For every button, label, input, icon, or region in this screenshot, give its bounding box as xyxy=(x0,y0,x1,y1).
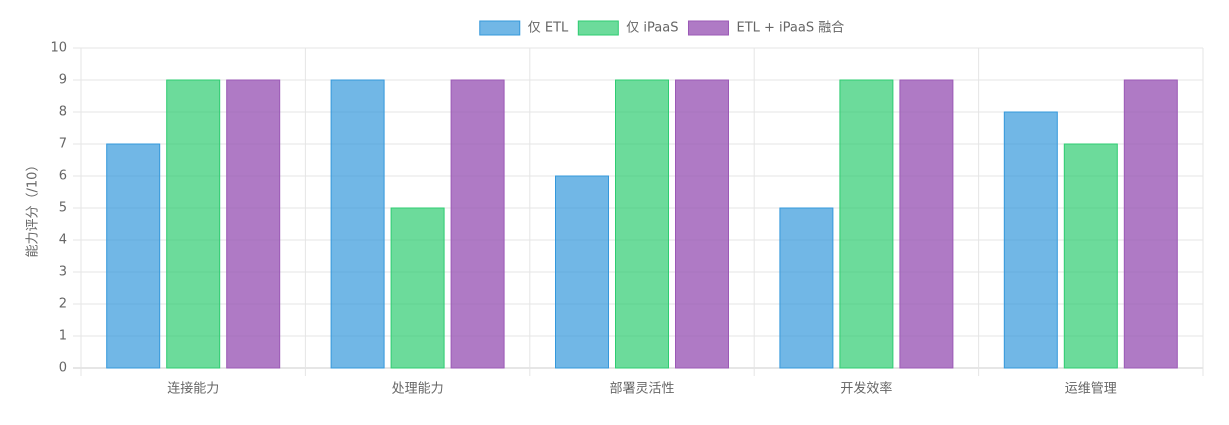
bar xyxy=(899,79,954,369)
bar xyxy=(450,79,505,369)
bar xyxy=(779,207,834,369)
bar xyxy=(1123,79,1178,369)
bar xyxy=(675,79,729,369)
x-tick-label: 运维管理 xyxy=(1065,382,1117,397)
y-tick-label: 4 xyxy=(59,233,67,248)
bar xyxy=(1003,111,1058,369)
legend-swatch xyxy=(479,20,521,36)
y-tick-label: 7 xyxy=(59,137,67,152)
bar xyxy=(555,175,609,369)
y-tick-label: 10 xyxy=(50,41,67,56)
bar xyxy=(615,79,669,369)
bar xyxy=(226,79,281,369)
bar xyxy=(166,79,221,369)
x-tick-label: 部署灵活性 xyxy=(609,382,674,397)
y-tick-label: 9 xyxy=(59,73,67,88)
legend-label: 仅 iPaaS xyxy=(626,21,678,36)
y-tick-label: 1 xyxy=(59,329,67,344)
legend-swatch xyxy=(687,20,729,36)
y-axis-title: 能力评分（/10） xyxy=(26,159,41,258)
legend-label: 仅 ETL xyxy=(528,21,569,36)
y-tick-label: 2 xyxy=(59,297,67,312)
legend-label: ETL + iPaaS 融合 xyxy=(736,21,844,36)
y-tick-label: 8 xyxy=(59,105,67,120)
y-tick-label: 6 xyxy=(59,169,67,184)
x-tick-label: 开发效率 xyxy=(840,381,892,397)
x-tick-label: 连接能力 xyxy=(167,381,219,397)
bar xyxy=(330,79,385,369)
bar xyxy=(839,79,894,369)
y-tick-label: 5 xyxy=(59,201,67,216)
y-tick-label: 0 xyxy=(59,361,67,376)
y-tick-label: 3 xyxy=(59,265,67,280)
bar xyxy=(390,207,445,369)
x-tick-label: 处理能力 xyxy=(392,382,444,397)
legend-swatch xyxy=(577,20,619,36)
bar xyxy=(106,143,161,369)
bar xyxy=(1063,143,1118,369)
